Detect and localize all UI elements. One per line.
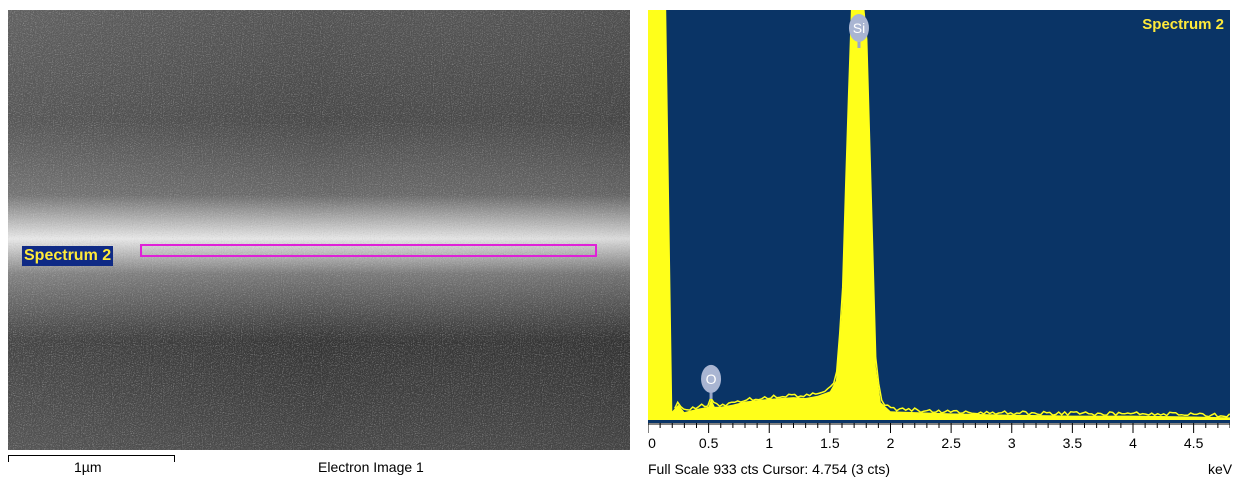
x-tick-label: 3 xyxy=(1007,435,1016,451)
peak-marker-si[interactable] xyxy=(848,14,869,42)
scale-bar-label: 1µm xyxy=(74,459,102,475)
spectrum-plot: O Si xyxy=(648,10,1230,423)
x-axis-unit: keV xyxy=(1208,461,1233,477)
x-tick-label: 0.5 xyxy=(698,435,719,451)
scale-bar xyxy=(8,455,175,462)
x-tick-label: 2.5 xyxy=(941,435,961,451)
x-axis: 0 0.5 1 1.5 2 2.5 3 3.5 4 4.5 xyxy=(648,423,1230,463)
electron-image xyxy=(8,10,630,450)
spectrum-title: Spectrum 2 xyxy=(1142,16,1224,33)
x-tick-label: 4 xyxy=(1129,435,1137,451)
x-tick-label: 0 xyxy=(648,435,656,451)
peak-marker-o[interactable] xyxy=(701,364,722,393)
spectrum-region-label[interactable]: Spectrum 2 xyxy=(22,246,114,266)
x-tick-label: 1.5 xyxy=(820,435,840,451)
x-tick-label: 3.5 xyxy=(1062,435,1083,451)
x-tick-label: 4.5 xyxy=(1183,435,1204,451)
image-caption: Electron Image 1 xyxy=(318,459,424,475)
spectrum-noise-line xyxy=(674,10,1230,418)
sem-micrograph xyxy=(8,10,630,450)
x-tick-label: 1 xyxy=(765,435,774,451)
peak-label-o: O xyxy=(706,371,717,387)
plot-background xyxy=(648,10,1230,423)
status-line: Full Scale 933 cts Cursor: 4.754 (3 cts) xyxy=(648,461,890,477)
peak-label-si: Si xyxy=(853,20,865,36)
x-axis-ticks xyxy=(648,423,1230,433)
spectrum-region-box[interactable] xyxy=(140,244,597,257)
eds-spectrum-chart: O Si Spectrum 2 xyxy=(648,10,1230,423)
x-tick-label: 2 xyxy=(886,435,895,451)
